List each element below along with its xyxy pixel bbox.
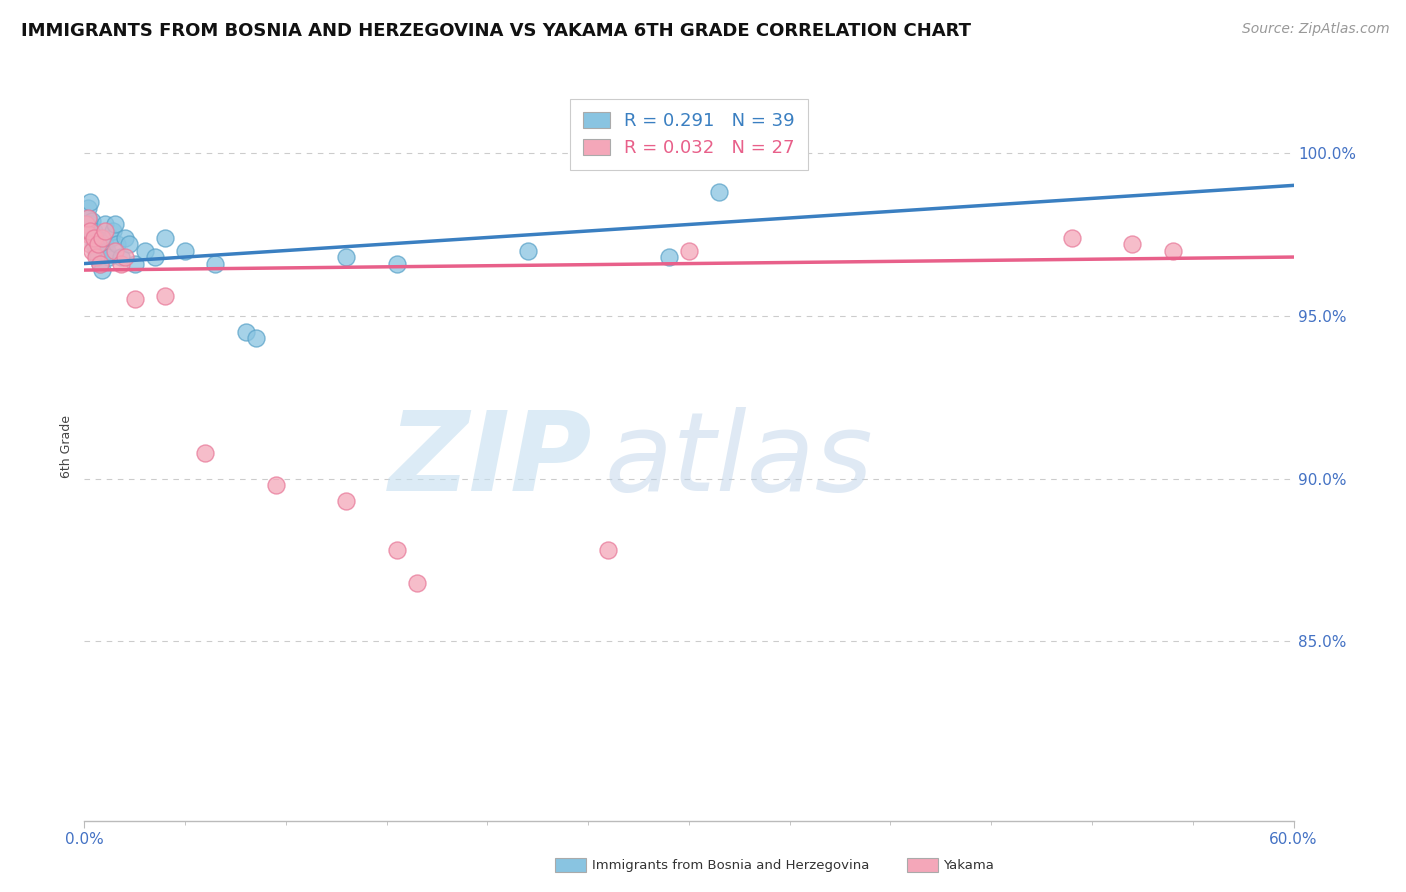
Point [194,445,217,459]
Point [91,230,114,244]
Point [245,331,267,345]
Point [174,244,197,258]
Point [101,224,124,238]
Point [143,250,166,264]
Text: atlas: atlas [605,408,873,515]
Point [79,224,101,238]
Point [1161,244,1184,258]
Point [598,543,620,558]
Point [83,224,105,238]
Point [75,218,97,232]
Point [82,244,104,258]
Point [89,256,111,270]
Point [83,230,105,244]
Point [91,263,114,277]
Point [93,237,115,252]
Point [385,543,408,558]
Point [204,256,226,270]
Point [77,201,100,215]
Legend: R = 0.291   N = 39, R = 0.032   N = 27: R = 0.291 N = 39, R = 0.032 N = 27 [571,99,807,170]
Point [110,250,132,264]
Point [97,250,120,264]
Point [153,289,176,303]
Point [77,227,100,242]
Point [678,244,700,258]
Point [87,237,110,252]
Point [82,214,104,228]
Point [79,237,101,252]
Point [79,218,101,232]
Point [82,227,104,242]
Point [114,250,136,264]
Point [114,230,136,244]
Point [87,250,110,264]
Point [153,230,176,244]
Point [105,237,128,252]
Point [235,325,257,339]
Point [110,256,132,270]
Point [83,237,105,252]
Point [406,575,429,590]
Point [104,218,127,232]
Point [709,185,731,199]
Point [86,244,108,258]
Point [93,224,115,238]
Point [77,211,100,225]
Point [86,250,108,264]
Point [100,230,122,244]
Point [96,244,118,258]
Point [335,250,357,264]
Point [134,244,156,258]
Point [118,237,141,252]
Text: Immigrants from Bosnia and Herzegovina: Immigrants from Bosnia and Herzegovina [592,859,869,871]
Point [77,211,100,225]
Point [658,250,681,264]
Point [335,494,357,508]
Point [75,224,97,238]
Point [124,293,146,307]
Text: IMMIGRANTS FROM BOSNIA AND HERZEGOVINA VS YAKAMA 6TH GRADE CORRELATION CHART: IMMIGRANTS FROM BOSNIA AND HERZEGOVINA V… [21,22,972,40]
Point [516,244,538,258]
Point [385,256,408,270]
Point [104,244,127,258]
Point [264,478,287,492]
Y-axis label: 6th Grade: 6th Grade [60,415,73,477]
Point [79,194,101,209]
Text: ZIP: ZIP [388,408,592,515]
Point [1121,237,1143,252]
Point [86,230,108,244]
Point [93,218,115,232]
Text: Yakama: Yakama [943,859,994,871]
Point [87,237,110,252]
Point [89,256,111,270]
Point [1060,230,1083,244]
Text: Source: ZipAtlas.com: Source: ZipAtlas.com [1241,22,1389,37]
Point [124,256,146,270]
